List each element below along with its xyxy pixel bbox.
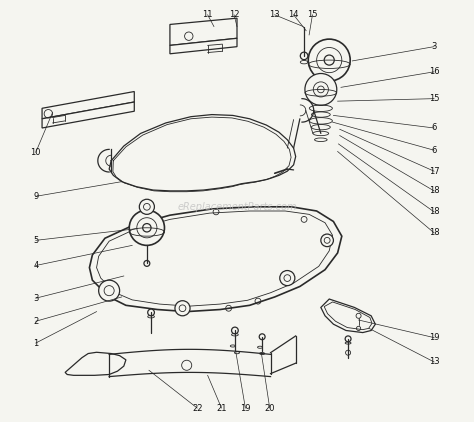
Text: 10: 10 xyxy=(30,148,41,157)
Circle shape xyxy=(301,52,308,60)
Polygon shape xyxy=(170,38,237,54)
Circle shape xyxy=(148,309,155,316)
Text: 11: 11 xyxy=(202,10,213,19)
Circle shape xyxy=(139,199,155,214)
Text: 20: 20 xyxy=(264,403,275,413)
Text: 9: 9 xyxy=(33,192,38,201)
Circle shape xyxy=(321,234,333,246)
Circle shape xyxy=(143,224,151,232)
Text: 14: 14 xyxy=(288,10,299,19)
Circle shape xyxy=(232,327,238,334)
Text: 6: 6 xyxy=(431,124,437,133)
Polygon shape xyxy=(42,102,134,128)
Text: 6: 6 xyxy=(431,146,437,155)
Polygon shape xyxy=(321,299,375,333)
Text: 12: 12 xyxy=(229,10,239,19)
Text: 19: 19 xyxy=(240,403,251,413)
Text: 18: 18 xyxy=(428,187,439,195)
Text: 2: 2 xyxy=(33,317,38,326)
Text: 3: 3 xyxy=(431,42,437,51)
Text: eReplacementParts.com: eReplacementParts.com xyxy=(177,202,297,212)
Text: 1: 1 xyxy=(33,338,38,348)
Text: 15: 15 xyxy=(307,10,318,19)
Text: 18: 18 xyxy=(428,207,439,216)
Circle shape xyxy=(99,280,119,301)
Polygon shape xyxy=(65,352,126,375)
Text: 22: 22 xyxy=(192,403,202,413)
Circle shape xyxy=(129,210,164,245)
Text: 4: 4 xyxy=(33,261,38,270)
Text: 16: 16 xyxy=(428,68,439,76)
Circle shape xyxy=(144,260,150,266)
Circle shape xyxy=(324,55,334,65)
Circle shape xyxy=(259,334,265,340)
Polygon shape xyxy=(170,18,237,46)
Circle shape xyxy=(305,73,337,106)
Circle shape xyxy=(308,39,350,81)
Polygon shape xyxy=(42,92,134,119)
Polygon shape xyxy=(90,207,342,311)
Text: 13: 13 xyxy=(269,10,280,19)
Circle shape xyxy=(175,301,190,316)
Circle shape xyxy=(280,271,295,286)
Text: 5: 5 xyxy=(33,236,38,245)
Text: 18: 18 xyxy=(428,228,439,237)
Text: 15: 15 xyxy=(429,94,439,103)
Circle shape xyxy=(345,336,351,342)
Text: 3: 3 xyxy=(33,294,38,303)
Text: 19: 19 xyxy=(429,333,439,342)
Text: 21: 21 xyxy=(216,403,227,413)
Text: 13: 13 xyxy=(428,357,439,366)
Text: 17: 17 xyxy=(428,167,439,176)
